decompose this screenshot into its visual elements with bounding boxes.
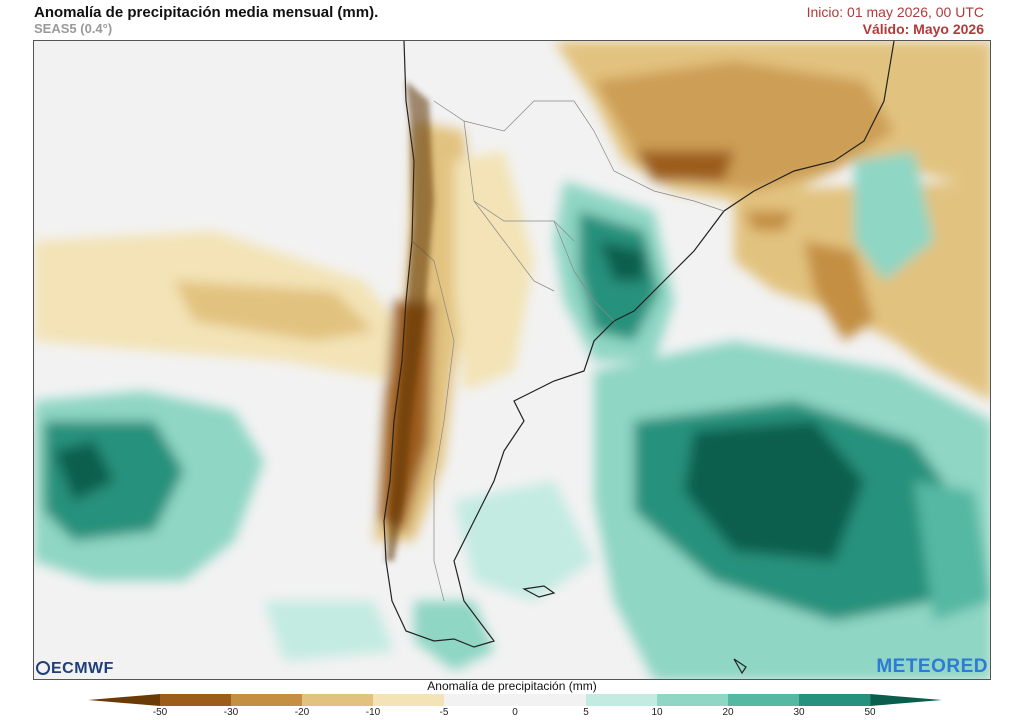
meteored-logo: METEORED [876,656,988,677]
map-canvas [34,41,990,679]
valid-time: Válido: Mayo 2026 [862,21,984,37]
colorbar-segment [373,694,445,706]
colorbar-segment [586,694,658,706]
colorbar-arrow-left [88,694,160,706]
colorbar-tick-label: 10 [651,707,663,718]
andes-relief [386,81,434,561]
country-borders [411,100,725,602]
colorbar-tick-label: -10 [365,707,381,718]
init-time: Inicio: 01 may 2026, 00 UTC [806,4,984,20]
colorbar [88,694,942,706]
ecmwf-logo-text: ECMWF [51,660,114,677]
colorbar-tick-label: -50 [152,707,168,718]
colorbar-segment [444,694,516,706]
colorbar-segment [657,694,729,706]
colorbar-segment [302,694,374,706]
colorbar-tick-label: 5 [583,707,589,718]
colorbar-segment [799,694,871,706]
model-subtitle: SEAS5 (0.4°) [34,21,113,36]
ecmwf-logo: ECMWF [36,660,114,678]
colorbar-tick-label: -20 [294,707,310,718]
colorbar-segment [160,694,232,706]
map-title: Anomalía de precipitación media mensual … [34,4,379,21]
colorbar-tick-label: 0 [512,707,518,718]
colorbar-segments [160,694,871,706]
colorbar-segment [515,694,587,706]
colorbar-segment [231,694,303,706]
colorbar-tick-label: 50 [864,707,876,718]
colorbar-title: Anomalía de precipitación (mm) [427,679,597,693]
ecmwf-icon [36,661,50,675]
colorbar-tick-label: 30 [793,707,805,718]
colorbar-tick-label: 20 [722,707,734,718]
colorbar-tick-label: -30 [223,707,239,718]
colorbar-segment [728,694,800,706]
precipitation-anomaly-map [33,40,991,680]
colorbar-tick-label: -5 [439,707,449,718]
coastlines [383,41,895,675]
colorbar-arrow-right [870,694,942,706]
anomaly-fields [34,41,990,679]
